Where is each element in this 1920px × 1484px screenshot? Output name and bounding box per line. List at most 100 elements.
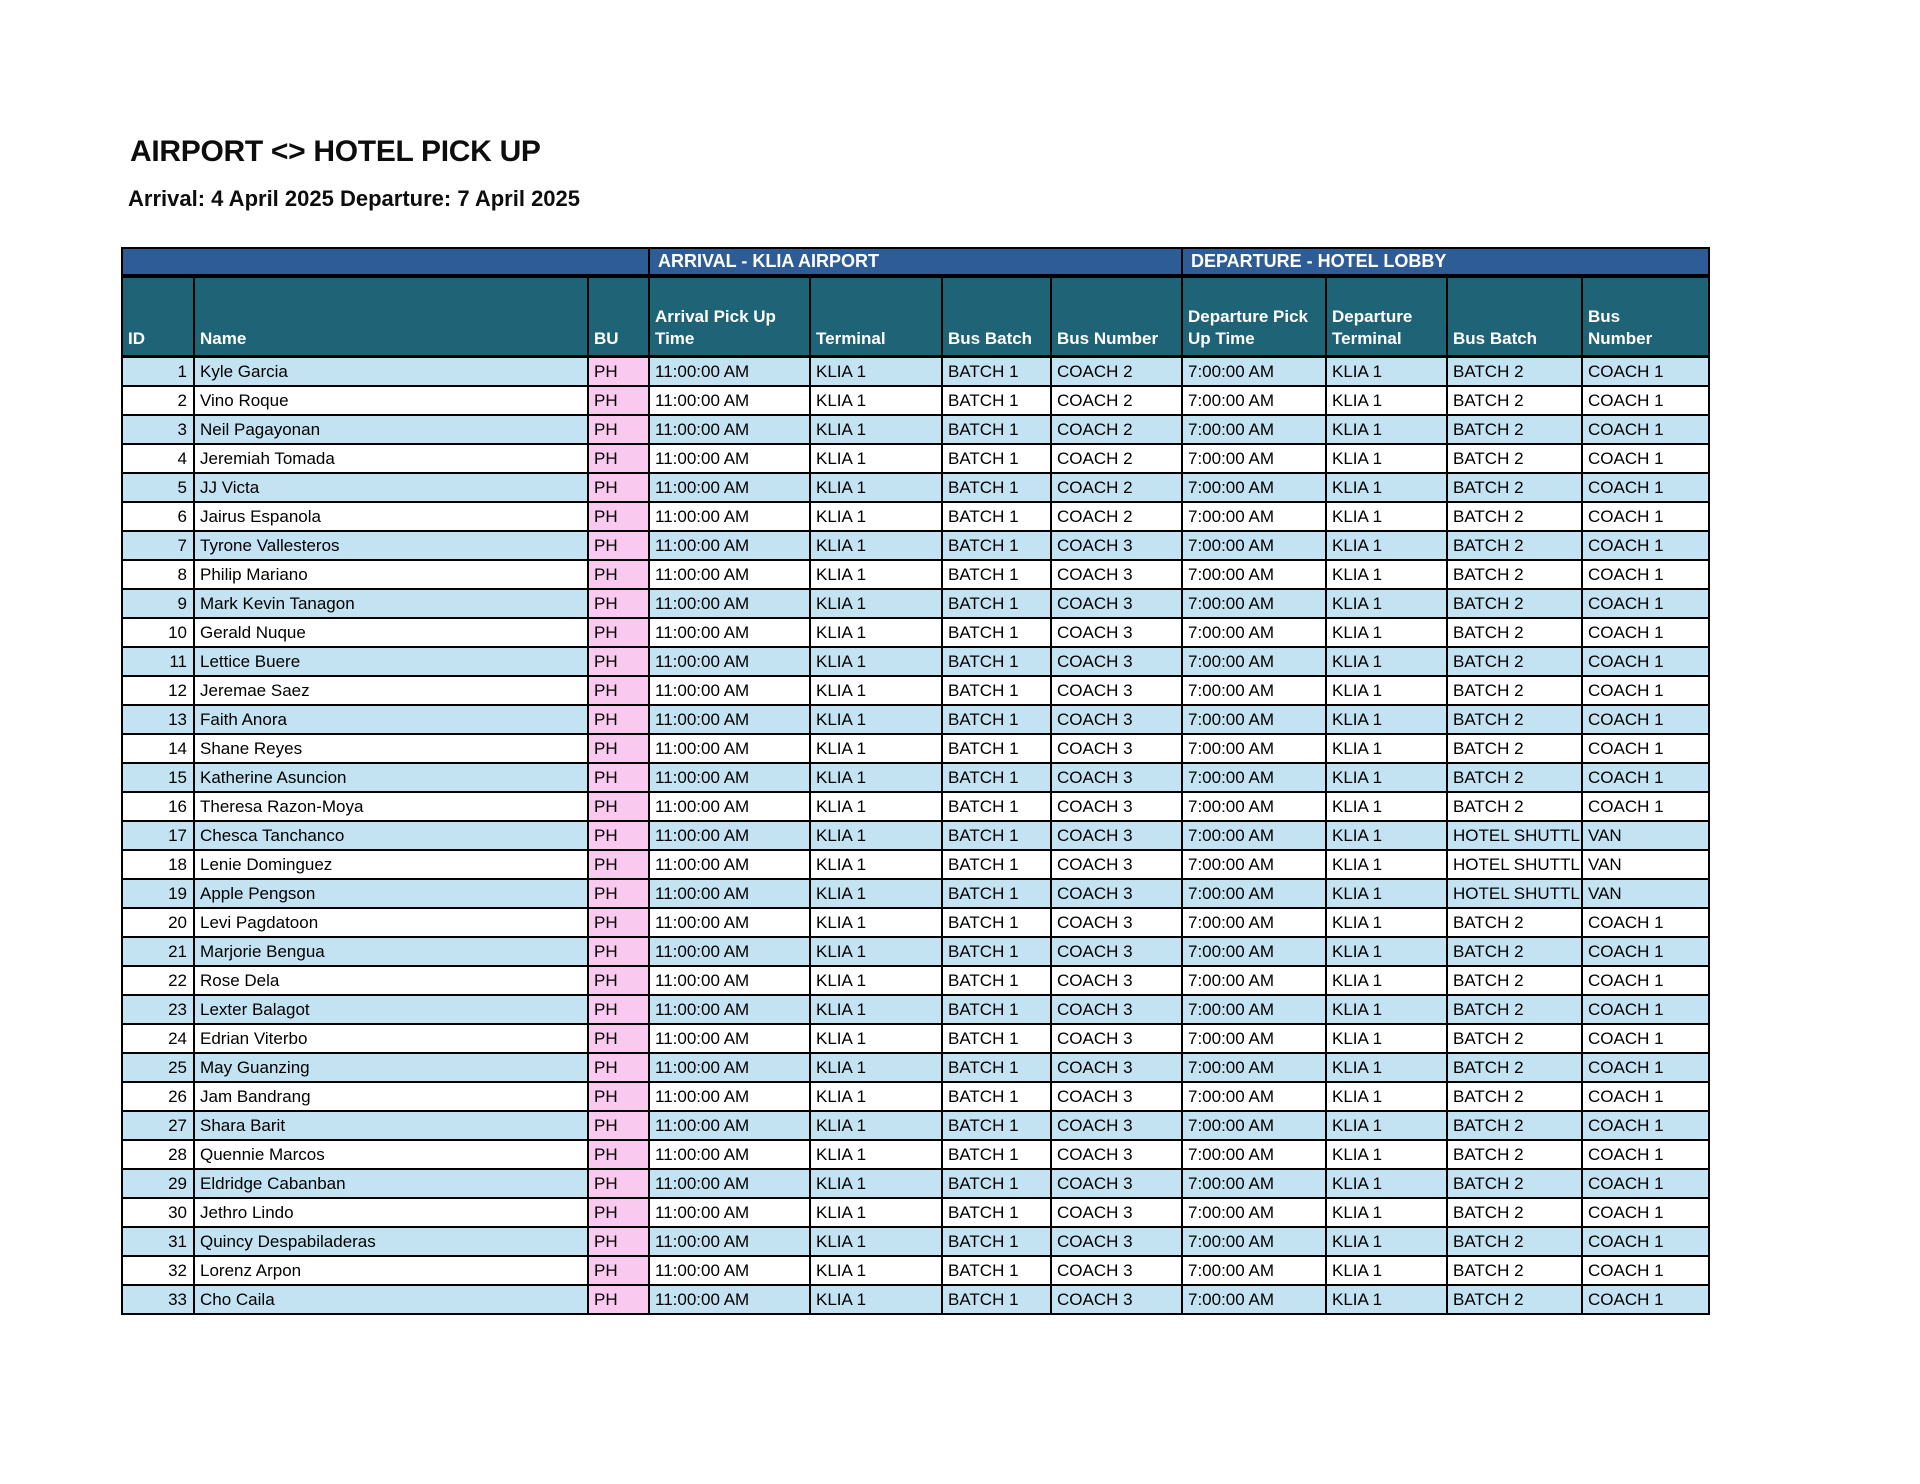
cell-name: Mark Kevin Tanagon xyxy=(193,587,589,619)
cell-departure-bus-number: COACH 1 xyxy=(1580,587,1711,619)
cell-arrival-terminal: KLIA 1 xyxy=(809,1138,943,1170)
cell-arrival-bus-batch: BATCH 1 xyxy=(941,1109,1052,1141)
cell-departure-pickup-time: 7:00:00 AM xyxy=(1181,906,1327,938)
cell-departure-bus-batch: BATCH 2 xyxy=(1446,1109,1583,1141)
cell-departure-bus-number: COACH 1 xyxy=(1580,1109,1711,1141)
table-row: 24 Edrian Viterbo PH 11:00:00 AM KLIA 1 … xyxy=(121,1022,1711,1054)
cell-departure-terminal: KLIA 1 xyxy=(1325,964,1448,996)
cell-arrival-pickup-time: 11:00:00 AM xyxy=(648,1167,811,1199)
cell-id: 11 xyxy=(121,645,195,677)
cell-departure-bus-number: COACH 1 xyxy=(1580,413,1711,445)
cell-arrival-bus-number: COACH 2 xyxy=(1050,384,1183,416)
cell-departure-pickup-time: 7:00:00 AM xyxy=(1181,964,1327,996)
cell-departure-pickup-time: 7:00:00 AM xyxy=(1181,1022,1327,1054)
cell-arrival-bus-number: COACH 3 xyxy=(1050,1080,1183,1112)
cell-arrival-bus-number: COACH 3 xyxy=(1050,1109,1183,1141)
cell-bu: PH xyxy=(587,645,650,677)
cell-departure-terminal: KLIA 1 xyxy=(1325,529,1448,561)
cell-arrival-terminal: KLIA 1 xyxy=(809,442,943,474)
cell-arrival-bus-batch: BATCH 1 xyxy=(941,1283,1052,1315)
cell-arrival-bus-number: COACH 3 xyxy=(1050,616,1183,648)
cell-arrival-bus-number: COACH 3 xyxy=(1050,587,1183,619)
cell-arrival-bus-number: COACH 3 xyxy=(1050,848,1183,880)
column-header-row: ID Name BU Arrival Pick Up Time Terminal… xyxy=(121,275,1711,358)
cell-arrival-bus-batch: BATCH 1 xyxy=(941,674,1052,706)
cell-departure-terminal: KLIA 1 xyxy=(1325,500,1448,532)
cell-arrival-bus-number: COACH 3 xyxy=(1050,645,1183,677)
cell-arrival-terminal: KLIA 1 xyxy=(809,935,943,967)
table-head: ARRIVAL - KLIA AIRPORT DEPARTURE - HOTEL… xyxy=(121,247,1711,358)
cell-departure-bus-batch: BATCH 2 xyxy=(1446,616,1583,648)
table-row: 32 Lorenz Arpon PH 11:00:00 AM KLIA 1 BA… xyxy=(121,1254,1711,1286)
cell-bu: PH xyxy=(587,1196,650,1228)
cell-bu: PH xyxy=(587,674,650,706)
cell-name: Levi Pagdatoon xyxy=(193,906,589,938)
cell-arrival-pickup-time: 11:00:00 AM xyxy=(648,935,811,967)
cell-departure-pickup-time: 7:00:00 AM xyxy=(1181,935,1327,967)
cell-arrival-pickup-time: 11:00:00 AM xyxy=(648,993,811,1025)
cell-arrival-bus-number: COACH 3 xyxy=(1050,1225,1183,1257)
cell-arrival-pickup-time: 11:00:00 AM xyxy=(648,703,811,735)
cell-departure-pickup-time: 7:00:00 AM xyxy=(1181,558,1327,590)
cell-arrival-bus-batch: BATCH 1 xyxy=(941,1022,1052,1054)
cell-bu: PH xyxy=(587,413,650,445)
cell-name: Jeremiah Tomada xyxy=(193,442,589,474)
cell-id: 31 xyxy=(121,1225,195,1257)
cell-arrival-bus-number: COACH 3 xyxy=(1050,906,1183,938)
cell-id: 12 xyxy=(121,674,195,706)
cell-departure-terminal: KLIA 1 xyxy=(1325,1167,1448,1199)
table-row: 11 Lettice Buere PH 11:00:00 AM KLIA 1 B… xyxy=(121,645,1711,677)
cell-departure-bus-batch: BATCH 2 xyxy=(1446,1167,1583,1199)
table-row: 31 Quincy Despabiladeras PH 11:00:00 AM … xyxy=(121,1225,1711,1257)
table-row: 28 Quennie Marcos PH 11:00:00 AM KLIA 1 … xyxy=(121,1138,1711,1170)
cell-departure-terminal: KLIA 1 xyxy=(1325,906,1448,938)
cell-arrival-bus-number: COACH 2 xyxy=(1050,442,1183,474)
cell-departure-pickup-time: 7:00:00 AM xyxy=(1181,703,1327,735)
cell-id: 5 xyxy=(121,471,195,503)
cell-bu: PH xyxy=(587,732,650,764)
cell-arrival-bus-number: COACH 3 xyxy=(1050,1022,1183,1054)
table-row: 9 Mark Kevin Tanagon PH 11:00:00 AM KLIA… xyxy=(121,587,1711,619)
cell-name: Jethro Lindo xyxy=(193,1196,589,1228)
cell-departure-bus-number: COACH 1 xyxy=(1580,442,1711,474)
cell-arrival-bus-batch: BATCH 1 xyxy=(941,935,1052,967)
cell-departure-bus-batch: BATCH 2 xyxy=(1446,1196,1583,1228)
cell-departure-pickup-time: 7:00:00 AM xyxy=(1181,529,1327,561)
cell-departure-bus-batch: HOTEL SHUTTLE xyxy=(1446,819,1583,851)
cell-arrival-pickup-time: 11:00:00 AM xyxy=(648,906,811,938)
cell-departure-bus-number: COACH 1 xyxy=(1580,993,1711,1025)
cell-id: 20 xyxy=(121,906,195,938)
cell-departure-terminal: KLIA 1 xyxy=(1325,1080,1448,1112)
cell-bu: PH xyxy=(587,877,650,909)
cell-departure-terminal: KLIA 1 xyxy=(1325,442,1448,474)
cell-departure-bus-number: COACH 1 xyxy=(1580,645,1711,677)
cell-arrival-terminal: KLIA 1 xyxy=(809,1051,943,1083)
cell-bu: PH xyxy=(587,1283,650,1315)
cell-bu: PH xyxy=(587,384,650,416)
cell-arrival-bus-batch: BATCH 1 xyxy=(941,500,1052,532)
cell-id: 25 xyxy=(121,1051,195,1083)
cell-arrival-terminal: KLIA 1 xyxy=(809,1225,943,1257)
cell-arrival-pickup-time: 11:00:00 AM xyxy=(648,355,811,387)
cell-arrival-bus-batch: BATCH 1 xyxy=(941,587,1052,619)
cell-departure-bus-batch: BATCH 2 xyxy=(1446,645,1583,677)
cell-departure-pickup-time: 7:00:00 AM xyxy=(1181,1225,1327,1257)
cell-departure-bus-batch: BATCH 2 xyxy=(1446,1022,1583,1054)
cell-arrival-bus-batch: BATCH 1 xyxy=(941,993,1052,1025)
cell-departure-pickup-time: 7:00:00 AM xyxy=(1181,384,1327,416)
cell-name: Quincy Despabiladeras xyxy=(193,1225,589,1257)
cell-name: Philip Mariano xyxy=(193,558,589,590)
table-row: 17 Chesca Tanchanco PH 11:00:00 AM KLIA … xyxy=(121,819,1711,851)
cell-arrival-bus-batch: BATCH 1 xyxy=(941,645,1052,677)
cell-name: Vino Roque xyxy=(193,384,589,416)
cell-departure-bus-number: COACH 1 xyxy=(1580,471,1711,503)
cell-name: Neil Pagayonan xyxy=(193,413,589,445)
cell-id: 21 xyxy=(121,935,195,967)
cell-departure-terminal: KLIA 1 xyxy=(1325,761,1448,793)
cell-arrival-terminal: KLIA 1 xyxy=(809,616,943,648)
cell-arrival-terminal: KLIA 1 xyxy=(809,703,943,735)
cell-departure-pickup-time: 7:00:00 AM xyxy=(1181,1138,1327,1170)
cell-id: 3 xyxy=(121,413,195,445)
document-page: AIRPORT <> HOTEL PICK UP Arrival: 4 Apri… xyxy=(0,135,1920,1484)
col-header-arrival-terminal: Terminal xyxy=(809,275,943,358)
